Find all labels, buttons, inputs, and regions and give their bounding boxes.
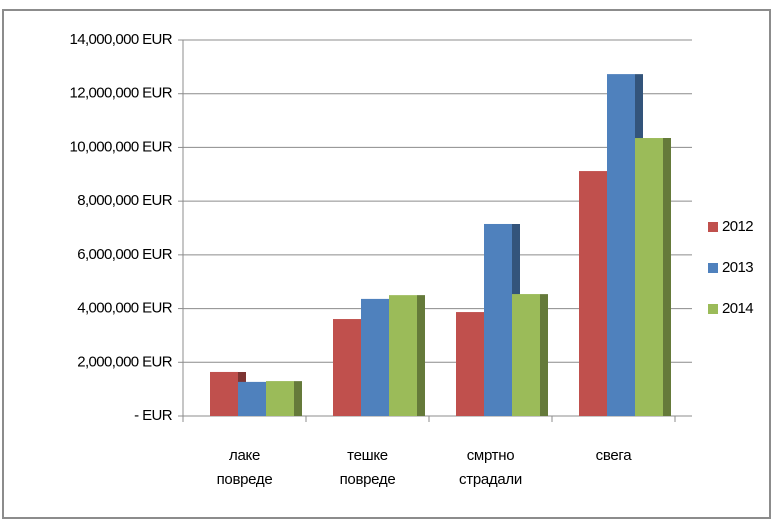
y-tick-label: 4,000,000 EUR — [77, 300, 173, 317]
bar — [389, 295, 417, 416]
bar — [361, 298, 389, 416]
y-tick-label: 8,000,000 EUR — [77, 192, 173, 209]
bar — [484, 223, 512, 416]
bar — [579, 171, 607, 416]
bar — [635, 138, 663, 416]
bar — [512, 294, 540, 416]
x-tick-label: смртно страдали — [459, 447, 522, 488]
y-tick-label: 10,000,000 EUR — [69, 138, 172, 155]
legend-label: 2014 — [722, 300, 753, 317]
y-tick-label: - EUR — [134, 407, 173, 424]
bar-side — [417, 295, 425, 416]
bar — [238, 381, 266, 416]
bar — [266, 381, 294, 416]
y-tick-label: 6,000,000 EUR — [77, 246, 173, 263]
bar — [333, 319, 361, 416]
legend-label: 2012 — [722, 218, 753, 235]
bar-side — [663, 138, 671, 416]
y-tick-label: 12,000,000 EUR — [69, 85, 172, 102]
legend-swatch — [708, 263, 718, 273]
legend-swatch — [708, 222, 718, 232]
y-tick-label: 2,000,000 EUR — [77, 353, 173, 370]
bar — [210, 371, 238, 416]
y-tick-label: 14,000,000 EUR — [69, 31, 172, 48]
bar-side — [540, 294, 548, 416]
x-tick-label: лаке повреде — [216, 447, 273, 488]
chart-frame — [2, 9, 771, 519]
x-tick-label: свега — [595, 447, 632, 464]
bar — [456, 312, 484, 416]
legend-label: 2013 — [722, 259, 753, 276]
bar-side — [294, 381, 302, 416]
legend-swatch — [708, 304, 718, 314]
x-tick-label: тешке повреде — [339, 447, 396, 488]
bar — [607, 74, 635, 416]
